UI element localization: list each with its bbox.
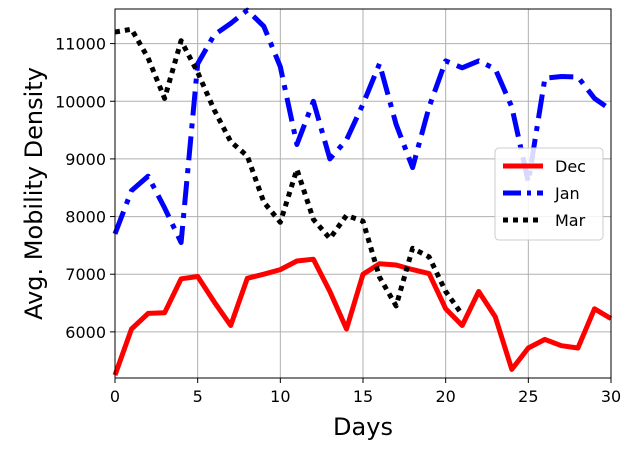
y-tick-label: 10000 xyxy=(55,92,106,111)
series-line-dec xyxy=(112,256,613,376)
y-axis-ticks: 6000 7000 8000 9000 10000 11000 xyxy=(55,35,115,342)
legend-label-dec: Dec xyxy=(555,157,586,176)
legend-box xyxy=(494,147,604,241)
x-tick-label: 5 xyxy=(193,387,203,406)
y-tick-label: 7000 xyxy=(65,265,106,284)
series-line-mar xyxy=(114,26,465,317)
x-tick-label: 30 xyxy=(601,387,621,406)
legend: Dec Jan Mar xyxy=(494,147,604,241)
x-tick-label: 20 xyxy=(435,387,455,406)
y-tick-label: 9000 xyxy=(65,150,106,169)
x-axis-ticks: 0 5 10 15 20 25 30 xyxy=(110,378,621,406)
x-axis-label: Days xyxy=(333,413,393,441)
x-tick-label: 0 xyxy=(110,387,120,406)
y-tick-label: 11000 xyxy=(55,35,106,54)
y-axis-label: Avg. Mobility Density xyxy=(20,67,48,320)
legend-label-mar: Mar xyxy=(555,211,586,230)
y-tick-label: 6000 xyxy=(65,323,106,342)
x-tick-label: 15 xyxy=(353,387,373,406)
y-tick-label: 8000 xyxy=(65,208,106,227)
series-lines xyxy=(112,7,613,376)
series-line-jan xyxy=(112,7,613,245)
x-tick-label: 25 xyxy=(518,387,538,406)
legend-label-jan: Jan xyxy=(554,184,580,203)
x-tick-label: 10 xyxy=(270,387,290,406)
